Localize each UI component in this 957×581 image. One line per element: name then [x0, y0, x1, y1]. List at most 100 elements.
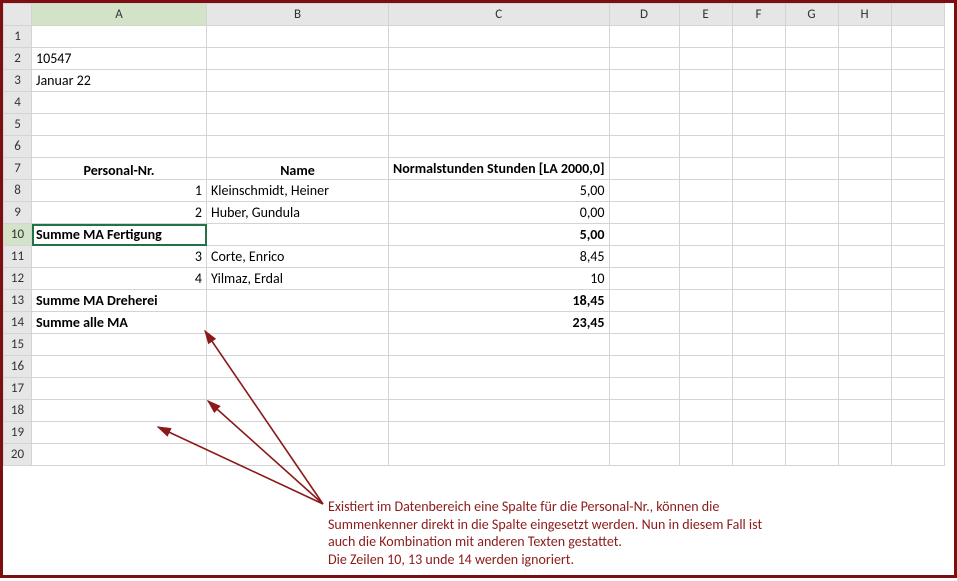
cell-F13[interactable]: [732, 290, 785, 312]
cell-A11[interactable]: 3: [32, 246, 207, 268]
row-header-2[interactable]: 2: [4, 48, 32, 70]
cell-B3[interactable]: [207, 70, 389, 92]
cell-B10[interactable]: [207, 224, 389, 246]
cell-F9[interactable]: [732, 202, 785, 224]
cell-B18[interactable]: [207, 400, 389, 422]
cell-B8[interactable]: Kleinschmidt, Heiner: [207, 180, 389, 202]
cell-G11[interactable]: [785, 246, 838, 268]
cell-B2[interactable]: [207, 48, 389, 70]
cell-H16[interactable]: [838, 356, 891, 378]
cell-F6[interactable]: [732, 136, 785, 158]
cell-G6[interactable]: [785, 136, 838, 158]
cell-C8[interactable]: 5,00: [389, 180, 610, 202]
cell-B12[interactable]: Yilmaz, Erdal: [207, 268, 389, 290]
cell-C17[interactable]: [389, 378, 610, 400]
cell-C12[interactable]: 10: [389, 268, 610, 290]
cell-C6[interactable]: [389, 136, 610, 158]
cell-C1[interactable]: [389, 26, 610, 48]
cell-A10[interactable]: Summe MA Fertigung: [32, 224, 207, 246]
cell-D10[interactable]: [609, 224, 679, 246]
cell-B20[interactable]: [207, 444, 389, 466]
row-header-13[interactable]: 13: [4, 290, 32, 312]
cell-B13[interactable]: [207, 290, 389, 312]
cell-C20[interactable]: [389, 444, 610, 466]
cell-A7[interactable]: Personal-Nr.: [32, 158, 207, 180]
row-header-6[interactable]: 6: [4, 136, 32, 158]
cell-D14[interactable]: [609, 312, 679, 334]
cell-I14[interactable]: [891, 312, 944, 334]
cell-D20[interactable]: [609, 444, 679, 466]
cell-E4[interactable]: [679, 92, 732, 114]
cell-A8[interactable]: 1: [32, 180, 207, 202]
cell-F8[interactable]: [732, 180, 785, 202]
cell-B1[interactable]: [207, 26, 389, 48]
cell-I6[interactable]: [891, 136, 944, 158]
cell-E19[interactable]: [679, 422, 732, 444]
cell-G16[interactable]: [785, 356, 838, 378]
cell-A9[interactable]: 2: [32, 202, 207, 224]
cell-G19[interactable]: [785, 422, 838, 444]
cell-F14[interactable]: [732, 312, 785, 334]
cell-D11[interactable]: [609, 246, 679, 268]
cell-D13[interactable]: [609, 290, 679, 312]
cell-H14[interactable]: [838, 312, 891, 334]
cell-F4[interactable]: [732, 92, 785, 114]
cell-G4[interactable]: [785, 92, 838, 114]
cell-C4[interactable]: [389, 92, 610, 114]
cell-E10[interactable]: [679, 224, 732, 246]
cell-D6[interactable]: [609, 136, 679, 158]
cell-G5[interactable]: [785, 114, 838, 136]
cell-H7[interactable]: [838, 158, 891, 180]
row-header-3[interactable]: 3: [4, 70, 32, 92]
cell-I13[interactable]: [891, 290, 944, 312]
cell-E6[interactable]: [679, 136, 732, 158]
cell-H8[interactable]: [838, 180, 891, 202]
cell-B9[interactable]: Huber, Gundula: [207, 202, 389, 224]
col-header-F[interactable]: F: [732, 4, 785, 26]
cell-H15[interactable]: [838, 334, 891, 356]
row-header-14[interactable]: 14: [4, 312, 32, 334]
cell-C3[interactable]: [389, 70, 610, 92]
col-header-C[interactable]: C: [389, 4, 610, 26]
select-all-corner[interactable]: [4, 4, 32, 26]
cell-C10[interactable]: 5,00: [389, 224, 610, 246]
cell-H1[interactable]: [838, 26, 891, 48]
cell-E2[interactable]: [679, 48, 732, 70]
cell-I19[interactable]: [891, 422, 944, 444]
cell-D9[interactable]: [609, 202, 679, 224]
row-header-8[interactable]: 8: [4, 180, 32, 202]
cell-F5[interactable]: [732, 114, 785, 136]
cell-F12[interactable]: [732, 268, 785, 290]
row-header-10[interactable]: 10: [4, 224, 32, 246]
cell-B15[interactable]: [207, 334, 389, 356]
cell-D16[interactable]: [609, 356, 679, 378]
cell-H12[interactable]: [838, 268, 891, 290]
cell-D19[interactable]: [609, 422, 679, 444]
cell-F17[interactable]: [732, 378, 785, 400]
cell-A5[interactable]: [32, 114, 207, 136]
cell-I17[interactable]: [891, 378, 944, 400]
cell-G2[interactable]: [785, 48, 838, 70]
cell-I7[interactable]: [891, 158, 944, 180]
cell-D15[interactable]: [609, 334, 679, 356]
cell-I5[interactable]: [891, 114, 944, 136]
col-header-B[interactable]: B: [207, 4, 389, 26]
cell-C16[interactable]: [389, 356, 610, 378]
cell-G20[interactable]: [785, 444, 838, 466]
cell-I15[interactable]: [891, 334, 944, 356]
cell-B11[interactable]: Corte, Enrico: [207, 246, 389, 268]
cell-G13[interactable]: [785, 290, 838, 312]
row-header-17[interactable]: 17: [4, 378, 32, 400]
cell-D17[interactable]: [609, 378, 679, 400]
cell-G18[interactable]: [785, 400, 838, 422]
row-header-20[interactable]: 20: [4, 444, 32, 466]
cell-G9[interactable]: [785, 202, 838, 224]
row-header-15[interactable]: 15: [4, 334, 32, 356]
cell-A18[interactable]: [32, 400, 207, 422]
col-header-A[interactable]: A: [32, 4, 207, 26]
cell-A20[interactable]: [32, 444, 207, 466]
cell-I2[interactable]: [891, 48, 944, 70]
cell-I16[interactable]: [891, 356, 944, 378]
col-header-overflow[interactable]: [891, 4, 944, 26]
cell-A16[interactable]: [32, 356, 207, 378]
